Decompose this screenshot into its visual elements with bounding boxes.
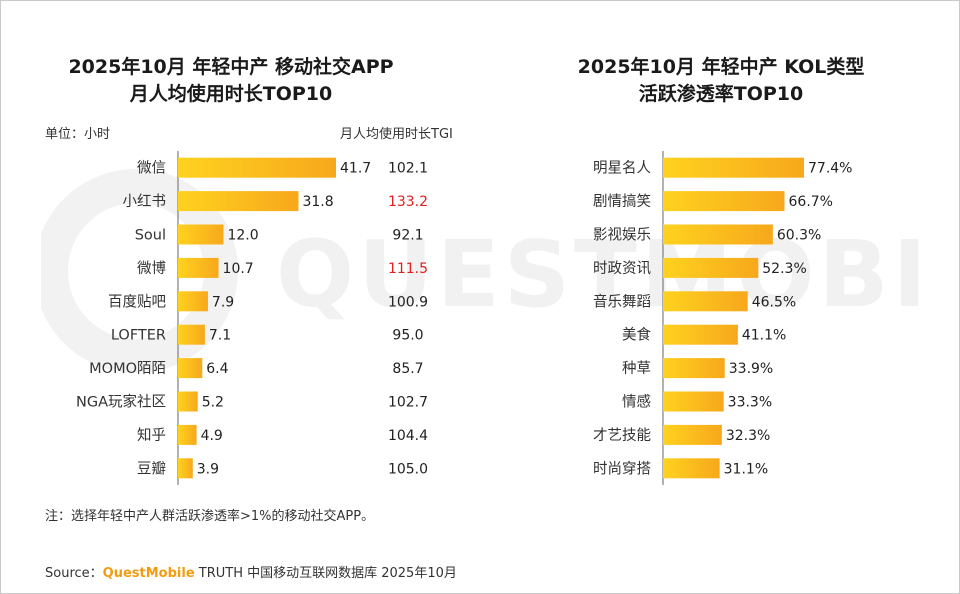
right-value-label: 77.4% [808, 161, 852, 177]
left-category-label: LOFTER [111, 328, 166, 344]
left-category-label: 百度贴吧 [108, 293, 166, 310]
left-tgi-value: 85.7 [392, 361, 423, 377]
left-category-label: 豆瓣 [137, 460, 166, 477]
right-category-label: 情感 [622, 394, 651, 411]
right-category-label: 剧情搞笑 [593, 193, 651, 210]
left-bar-chart: 微信 41.7 102.1 小红书 31.8 133.2 Soul 12.0 92.1 微博 10.… [76, 151, 428, 485]
left-chart-title-line2: 月人均使用时长TOP10 [129, 83, 333, 105]
left-category-label: 小红书 [123, 193, 167, 210]
right-category-label: 美食 [622, 327, 651, 344]
left-chart-title: 2025年10月 年轻中产 移动社交APP 月人均使用时长TOP10 [31, 54, 431, 108]
right-category-label: 时政资讯 [593, 260, 651, 277]
left-bar [178, 224, 224, 245]
left-bar [178, 291, 208, 312]
left-bar [178, 391, 198, 412]
tgi-header: 月人均使用时长TGI [340, 127, 453, 142]
right-bar-chart: 明星名人 77.4% 剧情搞笑 66.7% 影视娱乐 60.3% 时政资讯 52.3% 音乐舞蹈… [593, 151, 852, 485]
right-value-label: 41.1% [742, 328, 786, 344]
left-tgi-value: 102.1 [388, 161, 428, 177]
right-value-label: 33.3% [728, 395, 772, 411]
right-category-label: 才艺技能 [593, 427, 651, 444]
right-bar [663, 157, 804, 178]
left-bar [178, 358, 203, 379]
left-value-label: 7.1 [209, 328, 231, 344]
left-bar [178, 458, 193, 479]
right-bar [663, 358, 725, 379]
footnote: 注：选择年轻中产人群活跃渗透率>1%的移动社交APP。 [45, 509, 375, 524]
right-category-label: 种草 [622, 360, 651, 377]
watermark-logo: QUESTMOBILE [41, 169, 921, 373]
right-category-label: 时尚穿搭 [593, 460, 651, 477]
watermark-ring [41, 169, 238, 373]
right-category-label: 影视娱乐 [593, 227, 651, 244]
source-text: TRUTH 中国移动互联网数据库 2025年10月 [194, 566, 457, 581]
right-value-label: 31.1% [724, 461, 768, 477]
left-tgi-value: 92.1 [392, 228, 423, 244]
right-category-label: 音乐舞蹈 [593, 293, 651, 310]
left-value-label: 7.9 [212, 294, 234, 310]
source-prefix: Source： [45, 566, 103, 581]
right-bar [663, 291, 748, 312]
left-value-label: 12.0 [227, 228, 258, 244]
watermark-text: QUESTMOBILE [276, 221, 921, 328]
right-chart-title-line2: 活跃渗透率TOP10 [638, 83, 804, 105]
left-tgi-value: 104.4 [388, 428, 428, 444]
right-chart-title-line1: 2025年10月 年轻中产 KOL类型 [577, 56, 865, 78]
left-value-label: 5.2 [202, 395, 224, 411]
source-brand: QuestMobile [102, 566, 195, 581]
left-value-label: 6.4 [206, 361, 228, 377]
left-value-label: 4.9 [201, 428, 223, 444]
unit-label: 单位：小时 [45, 127, 111, 142]
left-value-label: 41.7 [340, 161, 371, 177]
left-bar [178, 257, 219, 278]
left-category-label: 知乎 [137, 427, 166, 444]
right-bar [663, 257, 759, 278]
left-bar [178, 191, 299, 212]
left-category-label: NGA玩家社区 [76, 394, 166, 411]
right-value-label: 32.3% [726, 428, 770, 444]
left-category-label: MOMO陌陌 [89, 360, 166, 377]
right-bar [663, 424, 722, 445]
left-category-label: Soul [135, 228, 166, 244]
left-tgi-value: 95.0 [392, 328, 423, 344]
left-category-label: 微信 [137, 160, 166, 177]
right-value-label: 33.9% [729, 361, 773, 377]
left-tgi-value: 111.5 [388, 261, 428, 277]
left-bar [178, 157, 336, 178]
left-value-label: 3.9 [197, 461, 219, 477]
left-tgi-value: 133.2 [388, 194, 428, 210]
left-chart-title-line1: 2025年10月 年轻中产 移动社交APP [68, 56, 394, 78]
right-bar [663, 324, 738, 345]
left-category-label: 微博 [137, 260, 166, 277]
right-value-label: 60.3% [777, 228, 821, 244]
right-value-label: 66.7% [789, 194, 833, 210]
right-value-label: 46.5% [752, 294, 796, 310]
right-bar [663, 224, 773, 245]
left-value-label: 10.7 [223, 261, 254, 277]
left-bar [178, 424, 197, 445]
left-tgi-value: 102.7 [388, 395, 428, 411]
source-line: Source：QuestMobile TRUTH 中国移动互联网数据库 2025… [45, 562, 457, 581]
left-tgi-value: 100.9 [388, 294, 428, 310]
right-bar [663, 458, 720, 479]
right-value-label: 52.3% [762, 261, 806, 277]
right-bar [663, 391, 724, 412]
left-value-label: 31.8 [302, 194, 333, 210]
right-chart-title: 2025年10月 年轻中产 KOL类型 活跃渗透率TOP10 [541, 54, 901, 108]
left-bar [178, 324, 205, 345]
right-bar [663, 191, 785, 212]
right-category-label: 明星名人 [593, 160, 651, 177]
left-tgi-value: 105.0 [388, 461, 428, 477]
